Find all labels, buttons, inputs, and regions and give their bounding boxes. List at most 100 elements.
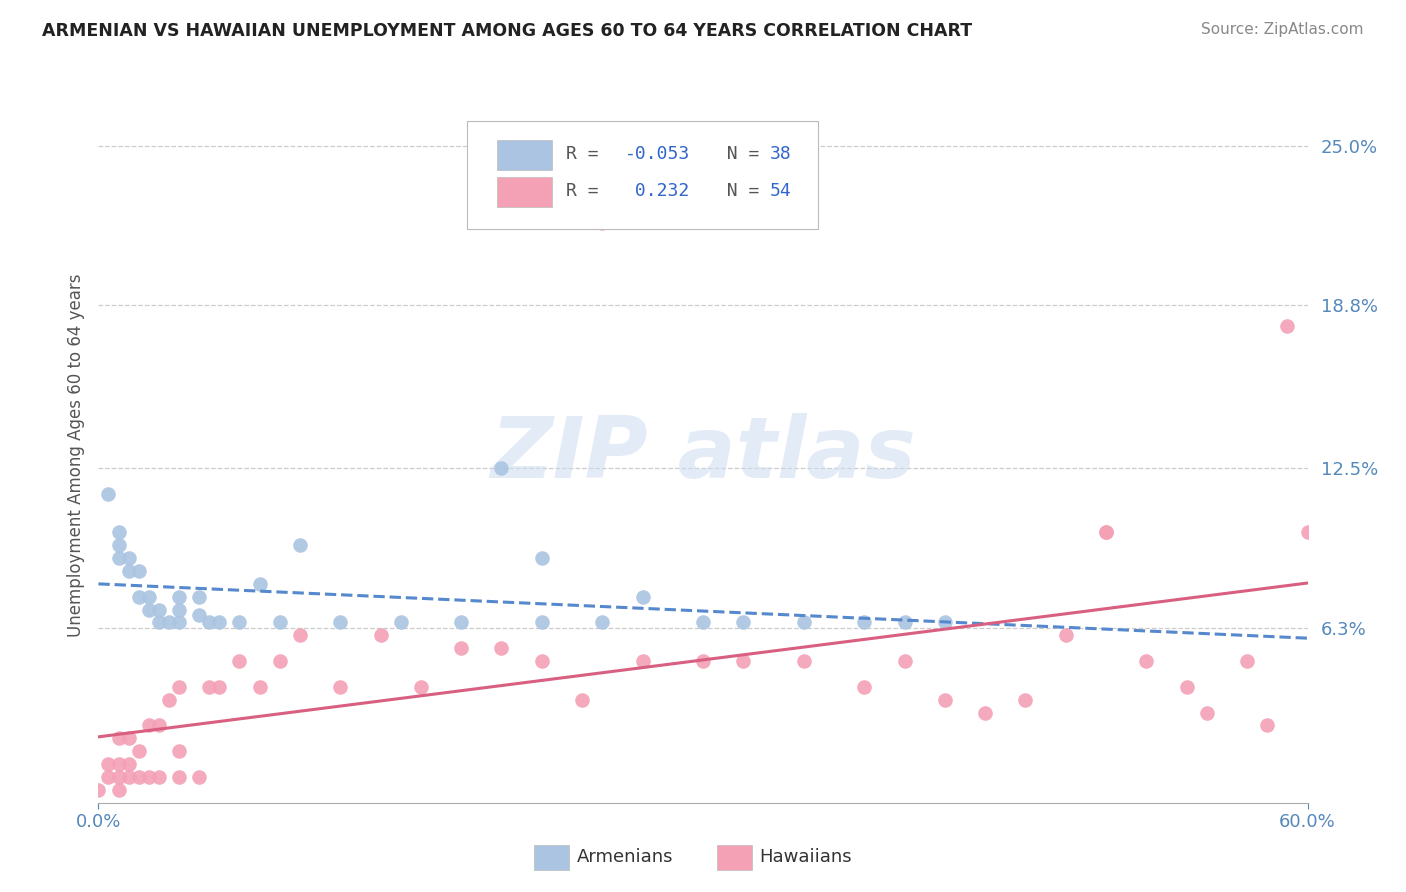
Point [1054,628,1077,642]
Text: N =: N = [706,145,770,163]
Point [118,731,141,746]
Bar [498,178,551,207]
Point [148,770,170,784]
Point [107,783,129,797]
Point [1256,718,1278,732]
Point [157,615,180,630]
Point [1135,654,1157,668]
Point [208,680,231,694]
Text: -0.053: -0.053 [624,145,690,163]
Y-axis label: Unemployment Among Ages 60 to 64 years: Unemployment Among Ages 60 to 64 years [66,273,84,637]
Point [1296,525,1319,540]
FancyBboxPatch shape [467,121,818,229]
Point [853,680,876,694]
Text: Source: ZipAtlas.com: Source: ZipAtlas.com [1201,22,1364,37]
Point [97,486,120,500]
Point [107,731,129,746]
Point [793,654,815,668]
Point [1095,525,1118,540]
Point [853,615,876,630]
Point [591,615,613,630]
Point [128,590,150,604]
Point [167,602,190,616]
Text: R =: R = [567,145,610,163]
Point [530,551,553,566]
Point [793,615,815,630]
Point [107,525,129,540]
Point [631,654,654,668]
Point [934,692,956,706]
Point [148,718,170,732]
Point [530,615,553,630]
Point [733,615,755,630]
Text: 54: 54 [769,182,792,200]
Point [167,770,190,784]
Point [269,615,291,630]
Point [370,628,392,642]
Point [288,628,311,642]
Point [87,783,110,797]
Point [249,576,271,591]
Point [329,680,352,694]
Point [228,615,250,630]
Point [934,615,956,630]
Text: 38: 38 [769,145,792,163]
Point [450,641,472,656]
Text: ARMENIAN VS HAWAIIAN UNEMPLOYMENT AMONG AGES 60 TO 64 YEARS CORRELATION CHART: ARMENIAN VS HAWAIIAN UNEMPLOYMENT AMONG … [42,22,973,40]
Point [198,680,221,694]
Point [530,654,553,668]
Point [249,680,271,694]
Point [1014,692,1036,706]
Point [107,551,129,566]
Point [409,680,432,694]
Point [450,615,472,630]
Point [188,770,211,784]
Point [228,654,250,668]
Point [118,757,141,772]
Point [692,615,714,630]
Point [491,641,513,656]
Point [208,615,231,630]
Point [1195,706,1218,720]
Point [118,551,141,566]
Point [138,590,160,604]
Point [138,718,160,732]
Point [97,770,120,784]
Point [167,615,190,630]
Point [631,590,654,604]
Point [1095,525,1118,540]
Point [148,602,170,616]
Point [733,654,755,668]
Point [269,654,291,668]
Point [389,615,412,630]
Point [974,706,997,720]
Text: R =: R = [567,182,610,200]
Point [1277,319,1299,334]
Point [288,538,311,552]
Point [491,460,513,475]
Point [167,680,190,694]
Point [128,744,150,758]
Point [118,770,141,784]
Point [107,770,129,784]
Point [128,564,150,578]
Point [138,602,160,616]
Point [167,744,190,758]
Point [893,615,915,630]
Point [188,607,211,622]
Bar [498,140,551,169]
Point [893,654,915,668]
Text: ZIP atlas: ZIP atlas [491,413,915,497]
Point [107,757,129,772]
Point [591,216,613,230]
Text: Armenians: Armenians [576,848,673,866]
Point [198,615,221,630]
Point [97,757,120,772]
Text: Hawaiians: Hawaiians [759,848,852,866]
Point [157,692,180,706]
Point [118,564,141,578]
Point [128,770,150,784]
Point [1236,654,1258,668]
Point [188,590,211,604]
Text: 0.232: 0.232 [624,182,690,200]
